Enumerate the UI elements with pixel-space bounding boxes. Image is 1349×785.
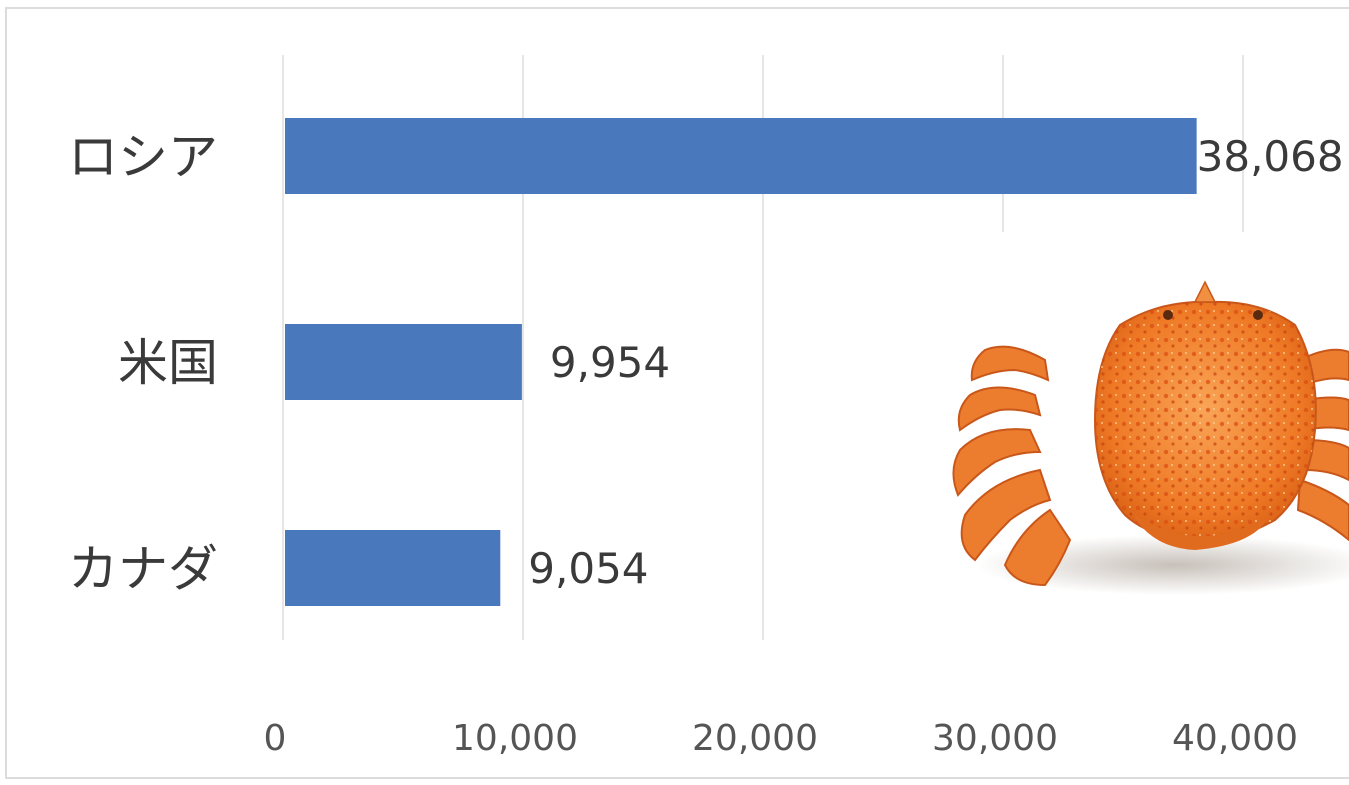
x-tick-label-4: 40,000 [1172, 718, 1298, 759]
data-label-2: 9,054 [528, 544, 648, 593]
x-tick-label-3: 30,000 [932, 718, 1058, 759]
bar-1 [285, 324, 522, 400]
crab-image [770, 232, 1349, 662]
category-label-2: カナダ [68, 540, 218, 598]
data-label-0: 38,068 [1197, 132, 1344, 181]
x-tick-label-2: 20,000 [692, 718, 818, 759]
bars: 38,068 9,954 9,054 [285, 118, 1344, 606]
x-tick-label-1: 10,000 [452, 718, 578, 759]
x-tick-label-0: 0 [264, 718, 287, 759]
category-label-1: 米国 [118, 334, 218, 392]
bar-0 [285, 118, 1197, 194]
category-label-0: ロシア [68, 128, 218, 186]
x-tick-labels: 0 10,000 20,000 30,000 40,000 [264, 718, 1298, 759]
bar-2 [285, 530, 501, 606]
data-label-1: 9,954 [550, 338, 670, 387]
